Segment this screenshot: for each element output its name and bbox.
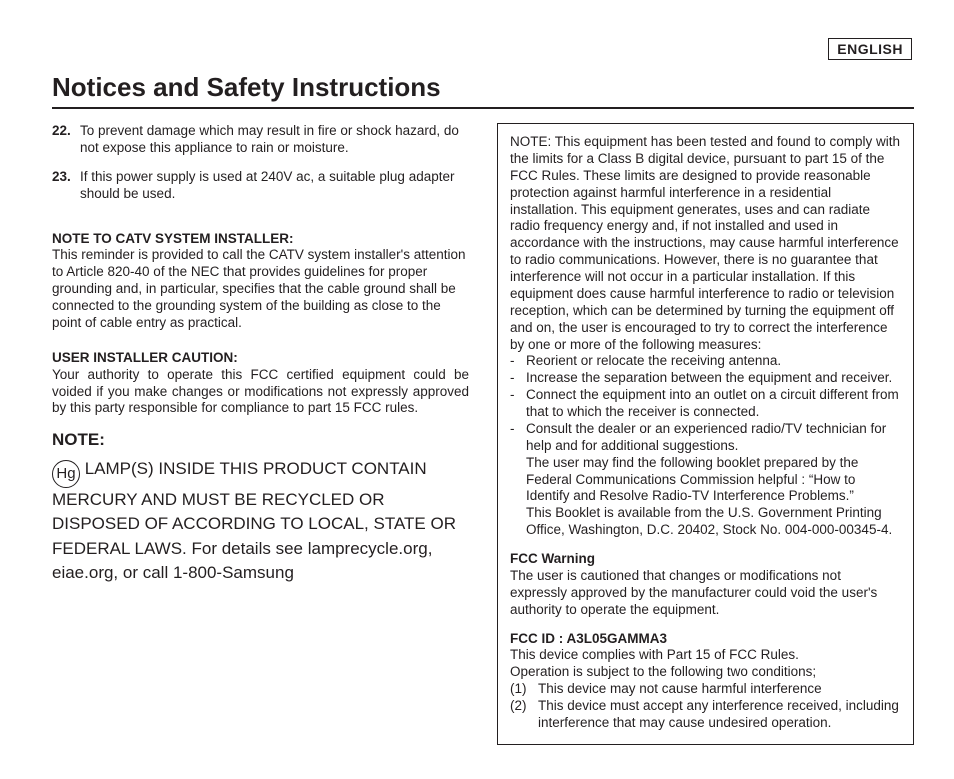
fcc-warning-heading: FCC Warning: [510, 551, 901, 568]
dash-icon: -: [510, 421, 520, 539]
fcc-bullet-1: - Reorient or relocate the receiving ant…: [510, 353, 901, 370]
fcc-id-line2: Operation is subject to the following tw…: [510, 664, 901, 681]
language-badge: ENGLISH: [828, 38, 912, 60]
dash-icon: -: [510, 387, 520, 421]
fcc-box: NOTE: This equipment has been tested and…: [497, 123, 914, 745]
bullet-text: Reorient or relocate the receiving anten…: [526, 353, 781, 370]
note-heading: NOTE:: [52, 429, 469, 450]
user-installer-heading: USER INSTALLER CAUTION:: [52, 350, 469, 367]
fcc-bullet-3: - Connect the equipment into an outlet o…: [510, 387, 901, 421]
list-item-23: 23. If this power supply is used at 240V…: [52, 169, 469, 203]
user-installer-text: Your authority to operate this FCC certi…: [52, 367, 469, 418]
item-number: 23.: [52, 169, 74, 203]
cond-text: This device may not cause harmful interf…: [538, 681, 822, 698]
bullet4-line-a: Consult the dealer or an experienced rad…: [526, 421, 901, 455]
item-text: If this power supply is used at 240V ac,…: [80, 169, 469, 203]
left-column: 22. To prevent damage which may result i…: [52, 123, 469, 745]
condition-2: (2) This device must accept any interfer…: [510, 698, 901, 732]
fcc-warning-text: The user is cautioned that changes or mo…: [510, 568, 901, 619]
catv-text: This reminder is provided to call the CA…: [52, 247, 469, 331]
bullet-text: Consult the dealer or an experienced rad…: [526, 421, 901, 539]
fcc-id-heading: FCC ID : A3L05GAMMA3: [510, 631, 901, 648]
fcc-note-text: NOTE: This equipment has been tested and…: [510, 134, 901, 353]
cond-number: (2): [510, 698, 534, 732]
dash-icon: -: [510, 353, 520, 370]
condition-1: (1) This device may not cause harmful in…: [510, 681, 901, 698]
right-column: NOTE: This equipment has been tested and…: [497, 123, 914, 745]
content-columns: 22. To prevent damage which may result i…: [52, 123, 914, 745]
bullet4-line-c: This Booklet is available from the U.S. …: [526, 505, 901, 539]
cond-text: This device must accept any interference…: [538, 698, 901, 732]
cond-number: (1): [510, 681, 534, 698]
hg-notice-text: LAMP(S) INSIDE THIS PRODUCT CONTAIN MERC…: [52, 459, 456, 583]
bullet-text: Increase the separation between the equi…: [526, 370, 892, 387]
item-text: To prevent damage which may result in fi…: [80, 123, 469, 157]
item-number: 22.: [52, 123, 74, 157]
page-title: Notices and Safety Instructions: [52, 72, 914, 109]
bullet4-line-b: The user may find the following booklet …: [526, 455, 901, 506]
dash-icon: -: [510, 370, 520, 387]
hg-lamp-notice: Hg LAMP(S) INSIDE THIS PRODUCT CONTAIN M…: [52, 457, 469, 587]
hg-symbol-icon: Hg: [52, 460, 80, 488]
catv-heading: NOTE TO CATV SYSTEM INSTALLER:: [52, 231, 469, 248]
fcc-bullet-2: - Increase the separation between the eq…: [510, 370, 901, 387]
fcc-id-line1: This device complies with Part 15 of FCC…: [510, 647, 901, 664]
fcc-bullet-4: - Consult the dealer or an experienced r…: [510, 421, 901, 539]
list-item-22: 22. To prevent damage which may result i…: [52, 123, 469, 157]
bullet-text: Connect the equipment into an outlet on …: [526, 387, 901, 421]
